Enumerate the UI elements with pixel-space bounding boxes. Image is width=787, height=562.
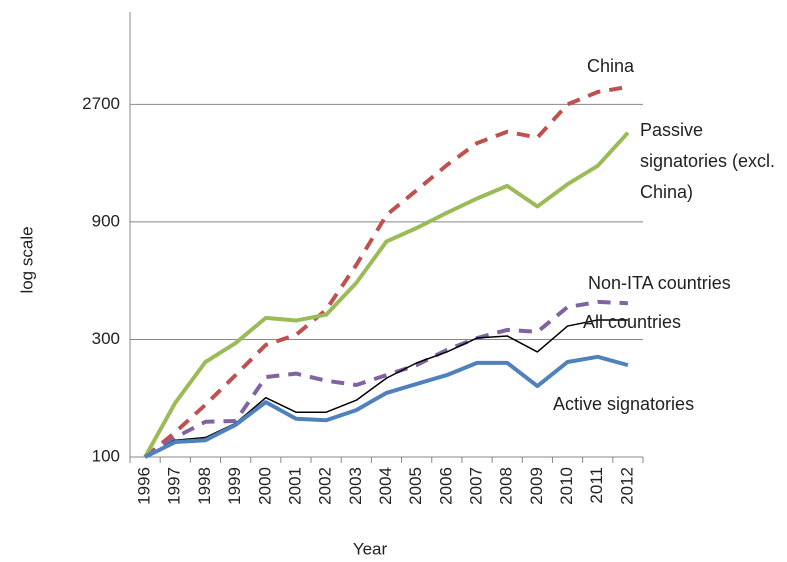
series-line: [144, 299, 628, 459]
x-tick-label: 2003: [346, 467, 365, 505]
x-tick-label: 2011: [587, 467, 606, 504]
y-tick-label: 2700: [82, 94, 120, 113]
y-tick-label: 900: [92, 211, 120, 230]
series-label: Non-ITA countries: [588, 273, 731, 293]
x-tick-label: 2002: [316, 467, 335, 505]
y-axis-label: log scale: [17, 226, 36, 293]
x-tick-label: 1998: [195, 467, 214, 505]
y-tick-label: 300: [92, 329, 120, 348]
x-tick-label: 2001: [285, 467, 304, 505]
x-tick-label: 2007: [467, 467, 486, 505]
x-tick-label: 2006: [436, 467, 455, 505]
x-tick-label: 1996: [135, 467, 154, 505]
x-tick-label: 1999: [225, 467, 244, 505]
x-tick-label: 2010: [557, 467, 576, 505]
series-line: [143, 131, 630, 458]
series-label: China: [587, 56, 635, 76]
series-label: All countries: [583, 312, 682, 332]
x-tick-label: 2012: [617, 467, 636, 505]
series-label: Active signatories: [553, 394, 695, 414]
x-tick-label: 1997: [165, 467, 184, 505]
x-tick-label: 2009: [527, 467, 546, 505]
x-tick-label: 2000: [255, 467, 274, 505]
x-tick-label: 2008: [497, 467, 516, 505]
y-tick-label: 100: [92, 446, 120, 465]
series-line: [144, 354, 629, 459]
x-axis-label: Year: [353, 539, 388, 558]
x-tick-label: 2004: [376, 467, 395, 505]
series-label: Passive signatories (excl. China): [640, 120, 776, 202]
x-tick-label: 2005: [406, 467, 425, 505]
